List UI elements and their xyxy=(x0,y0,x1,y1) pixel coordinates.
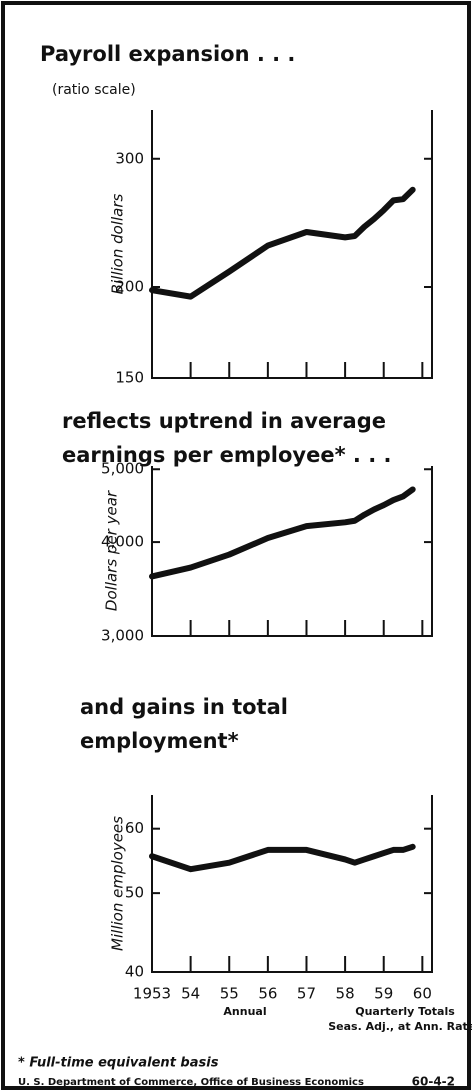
x-tick-label: 59 xyxy=(374,985,393,1003)
chart-title: employment* xyxy=(80,729,239,753)
y-tick-label: 300 xyxy=(115,149,144,167)
y-tick-label: 200 xyxy=(115,278,144,296)
axes xyxy=(151,466,433,637)
y-tick-label: 150 xyxy=(115,369,144,387)
y-tick-label: 60 xyxy=(125,819,144,837)
y-axis-label: Million employees xyxy=(109,816,127,951)
subtitle: (ratio scale) xyxy=(52,82,136,98)
y-tick-label: 4,000 xyxy=(101,533,144,551)
line xyxy=(149,843,416,873)
source: U. S. Department of Commerce, Office of … xyxy=(18,1077,364,1088)
chart-title: Payroll expansion . . . xyxy=(40,42,295,66)
y-tick-label: 40 xyxy=(125,963,144,981)
code: 60-4-2 xyxy=(412,1075,455,1089)
line xyxy=(149,486,416,580)
x-tick-label: 1953 xyxy=(133,985,171,1003)
axes xyxy=(151,795,433,973)
x-tick-label: 57 xyxy=(297,985,316,1003)
chart-title: earnings per employee* . . . xyxy=(62,443,391,467)
x-tick-label: 58 xyxy=(336,985,355,1003)
annotation: Quarterly Totals xyxy=(355,1005,455,1018)
footnote: * Full-time equivalent basis xyxy=(18,1056,219,1071)
y-axis-label: Dollars per year xyxy=(103,490,121,611)
x-tick-label: 54 xyxy=(181,985,200,1003)
chart-title: reflects uptrend in average xyxy=(62,409,386,433)
chart-title: and gains in total xyxy=(80,695,288,719)
y-tick-label: 50 xyxy=(125,884,144,902)
x-tick-label: 60 xyxy=(413,985,432,1003)
annotation: Annual xyxy=(223,1005,266,1018)
x-tick-label: 56 xyxy=(258,985,277,1003)
y-tick-label: 5,000 xyxy=(101,460,144,478)
axes xyxy=(151,110,433,379)
x-tick-label: 55 xyxy=(220,985,239,1003)
annotation: Seas. Adj., at Ann. Rates xyxy=(328,1020,472,1033)
y-tick-label: 3,000 xyxy=(101,627,144,645)
y-axis-label: Billion dollars xyxy=(109,194,127,295)
line xyxy=(149,186,416,300)
